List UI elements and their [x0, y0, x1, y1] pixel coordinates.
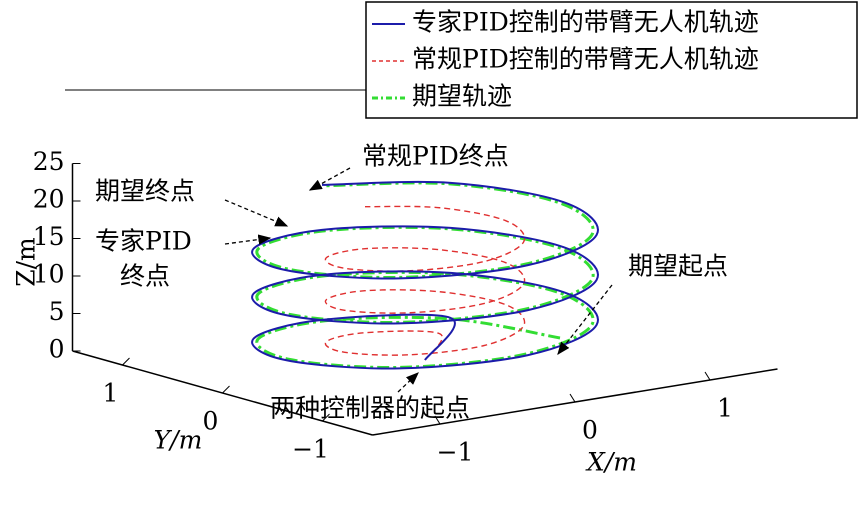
annotation-arrow	[224, 234, 272, 245]
trajectory-line	[251, 180, 599, 370]
annotation: 常规PID终点	[362, 142, 509, 171]
annotation: 专家PID	[95, 227, 192, 256]
legend-label: 专家PID控制的带臂无人机轨迹	[412, 8, 759, 37]
y-tick-label: −1	[292, 435, 329, 464]
z-tick-label: 0	[49, 335, 65, 364]
y-tick	[222, 385, 230, 394]
x-axis-label: X/m	[585, 448, 637, 477]
trajectory-line	[324, 205, 526, 361]
trajectory-line	[255, 181, 595, 369]
z-tick-label: 25	[33, 147, 65, 176]
legend-label: 常规PID控制的带臂无人机轨迹	[412, 45, 759, 74]
y-tick-label: 1	[103, 379, 119, 408]
x-tick	[569, 393, 576, 403]
z-tick-label: 20	[33, 185, 65, 214]
plot-lines	[251, 180, 599, 370]
y-tick-label: 0	[203, 407, 219, 436]
x-tick	[704, 371, 711, 381]
x-tick-label: −1	[437, 438, 474, 467]
y-tick	[122, 357, 130, 366]
y-axis-label: Y/m	[154, 426, 203, 455]
annotation-arrow	[557, 284, 613, 356]
x-tick	[434, 415, 441, 425]
z-axis-label: Z/m	[12, 237, 41, 287]
annotation: 终点	[120, 262, 170, 291]
annotation-arrow	[397, 372, 419, 393]
legend-box	[365, 1, 858, 119]
z-tick-label: 10	[33, 260, 65, 289]
x-tick-label: 0	[582, 416, 598, 445]
annotations	[224, 167, 613, 393]
annotation: 期望终点	[95, 177, 195, 206]
annotation-arrow	[308, 167, 351, 191]
annotation: 两种控制器的起点	[270, 394, 470, 423]
annotation-arrow	[224, 199, 289, 227]
z-tick-label: 5	[49, 297, 65, 326]
z-tick-label: 15	[33, 222, 65, 251]
legend-label: 期望轨迹	[412, 82, 512, 111]
y-tick	[322, 413, 330, 422]
x-tick-label: 1	[717, 394, 733, 423]
annotation: 期望起点	[628, 252, 728, 281]
